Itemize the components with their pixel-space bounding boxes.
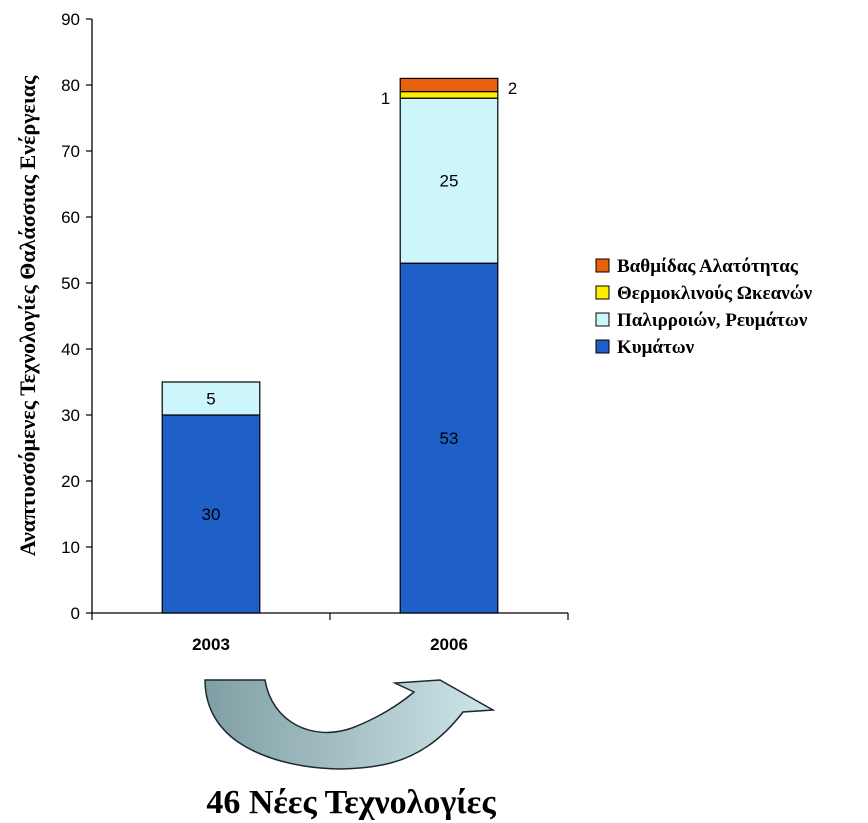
- data-label: 1: [381, 89, 390, 108]
- bar-segment: [161, 381, 261, 416]
- legend: Βαθμίδας Αλατότητας Θερμοκλινούς Ωκεανών Π…: [595, 256, 813, 358]
- y-axis-label: Αναπτυσσόμενες Τεχνολογίες Θαλάσσιας Ενέ…: [15, 75, 40, 556]
- y-tick-label: 0: [71, 604, 80, 623]
- data-label: 30: [202, 505, 221, 524]
- y-tick-label: 10: [61, 538, 80, 557]
- bar-segment: [399, 262, 499, 614]
- data-labels: 30 5 53 25 1 2: [202, 79, 518, 524]
- data-label: 5: [206, 390, 215, 409]
- y-tick-label: 20: [61, 472, 80, 491]
- legend-swatch: [595, 339, 610, 354]
- y-tick-label: 90: [61, 10, 80, 29]
- legend-swatch: [595, 258, 610, 273]
- x-tick-label: 2003: [192, 635, 230, 654]
- data-label: 25: [440, 172, 459, 191]
- annotation-text: 46 Νέες Τεχνολογίες: [206, 784, 496, 821]
- bar-segment: [161, 414, 261, 614]
- legend-label: Παλιρροιών, Ρευμάτων: [617, 310, 808, 331]
- legend-swatch: [595, 285, 610, 300]
- bar-segment: [399, 90, 499, 99]
- bar-segment: [399, 77, 499, 93]
- legend-label: Θερμοκλινούς Ωκεανών: [617, 283, 813, 304]
- y-tick-label: 70: [61, 142, 80, 161]
- bars: [161, 77, 499, 614]
- legend-swatch: [595, 312, 610, 327]
- x-tick-label: 2006: [430, 635, 468, 654]
- legend-label: Βαθμίδας Αλατότητας: [617, 256, 799, 277]
- axes: 0 10 20 30 40 50 60 70 80 90 2003 2006: [61, 10, 569, 654]
- curved-arrow-icon: [204, 679, 496, 770]
- y-tick-label: 50: [61, 274, 80, 293]
- legend-label: Κυμάτων: [617, 337, 695, 358]
- y-tick-label: 80: [61, 76, 80, 95]
- data-label: 53: [440, 429, 459, 448]
- data-label: 2: [508, 79, 517, 98]
- y-tick-label: 60: [61, 208, 80, 227]
- y-tick-label: 40: [61, 340, 80, 359]
- y-tick-label: 30: [61, 406, 80, 425]
